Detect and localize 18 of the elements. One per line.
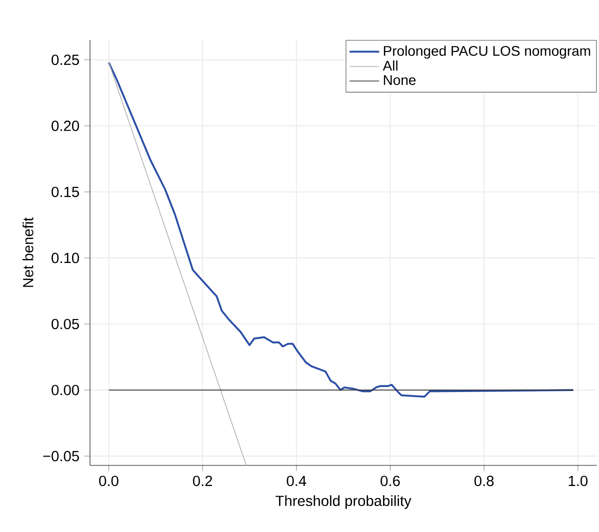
y-tick-label: 0.25 [52,54,79,66]
y-tick-label: −0.05 [43,450,79,462]
y-tick-label: 0.00 [52,384,80,396]
x-tick-label: 0.6 [380,476,400,486]
legend-label: All [382,60,398,71]
y-tick-label: 0.10 [52,252,80,264]
x-tick-label: 0.0 [99,476,118,486]
y-axis-title: Net benefit [22,217,34,287]
x-tick-label: 1.0 [568,476,588,486]
x-tick-label: 0.2 [192,476,212,486]
x-tick-label: 0.8 [474,476,494,486]
x-axis-title: Threshold probability [276,495,412,509]
x-tick-label: 0.4 [286,476,306,486]
y-tick-label: 0.20 [52,120,80,132]
y-tick-label: 0.05 [52,318,79,330]
legend-label: None [384,75,416,85]
y-tick-label: 0.15 [52,186,79,198]
legend-label: Prolonged PACU LOS nomogram [384,46,590,59]
